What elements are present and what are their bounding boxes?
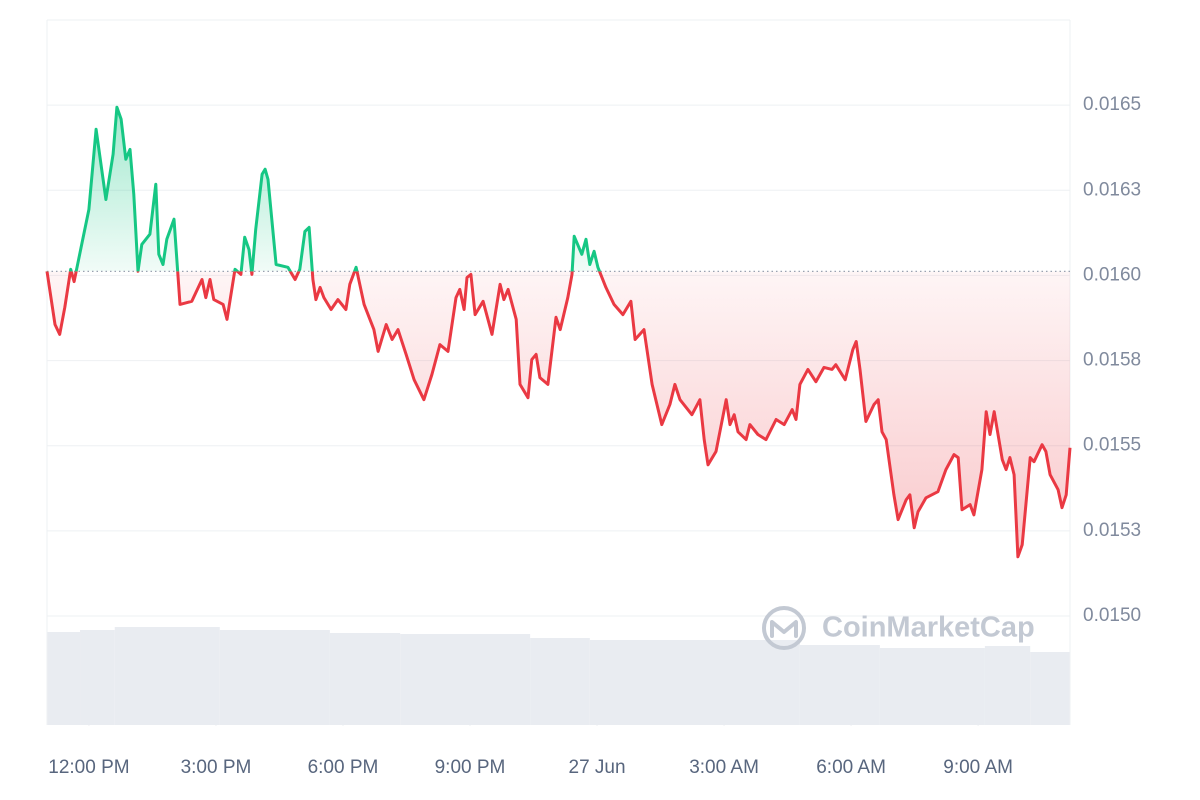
volume-bar [219,630,330,725]
x-tick-label: 3:00 AM [689,757,759,778]
watermark: CoinMarketCap [762,606,1035,650]
y-tick-label: 0.0158 [1083,350,1141,371]
price-line-down [45,271,1072,559]
volume-bar [114,627,220,725]
volume-bar [799,645,880,725]
watermark-logo-mark [770,620,798,638]
volume-bar [879,648,985,725]
y-tick-label: 0.0153 [1083,520,1141,541]
volume-layer [47,627,1070,725]
volume-bar [1030,652,1070,725]
volume-bar [589,640,800,725]
x-tick-label: 3:00 PM [181,757,252,778]
plot-layer [45,105,1072,559]
x-tick-label: 27 Jun [569,757,626,778]
axis-layer: 0.0150 0.0153 0.0155 0.0158 0.0160 0.0163 0.01… [48,94,1141,778]
volume-bar [329,633,401,725]
y-tick-label: 0.0150 [1083,605,1141,626]
volume-bar [400,634,531,725]
y-tick-label: 0.0165 [1083,94,1141,115]
area-up [47,107,1070,272]
grid-layer [46,19,1071,725]
watermark-text: CoinMarketCap [822,612,1035,644]
y-tick-label: 0.0155 [1083,435,1141,456]
volume-bar [984,646,1031,725]
x-tick-label: 6:00 PM [308,757,379,778]
y-tick-label: 0.0163 [1083,179,1141,200]
x-tick-label: 6:00 AM [816,757,886,778]
watermark-logo [762,606,806,650]
x-tick-label: 9:00 PM [435,757,506,778]
volume-bar [47,632,81,725]
y-tick-label: 0.0160 [1083,264,1141,285]
x-tick-label: 9:00 AM [943,757,1013,778]
volume-bar [80,630,115,725]
x-tick-label: 12:00 PM [48,757,129,778]
area-down [47,271,1070,557]
volume-bar [530,638,590,725]
